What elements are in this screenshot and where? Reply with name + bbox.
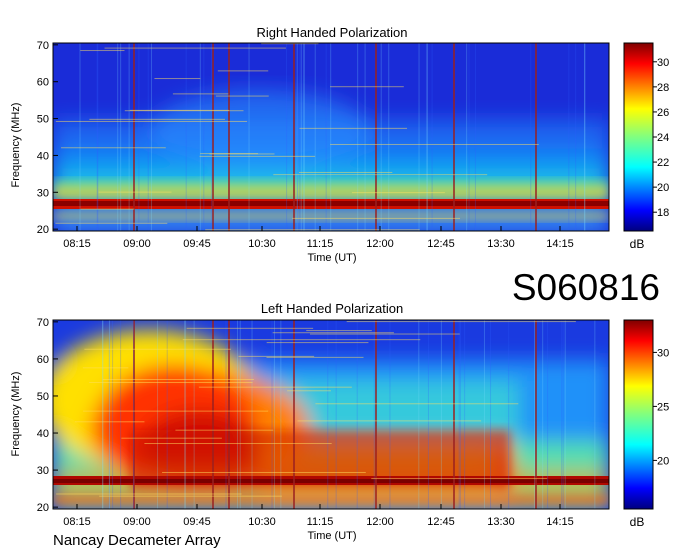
x-tick-label: 09:45: [183, 516, 211, 528]
colorbar-tick-label: 24: [657, 132, 669, 144]
right-pol-spectrogram: [53, 43, 609, 231]
x-tick-label: 13:30: [487, 238, 515, 250]
left-pol-xlabel: Time (UT): [307, 530, 356, 542]
colorbar-tick-label: 20: [657, 455, 669, 467]
colorbar-tick-label: 30: [657, 347, 669, 359]
x-tick-label: 11:15: [307, 238, 334, 250]
right-pol-ylabel: Frequency (MHz): [10, 103, 22, 188]
right-pol-xlabel: Time (UT): [307, 252, 356, 264]
instrument-label: Nancay Decameter Array: [53, 532, 221, 549]
right-pol-panel: Right Handed Polarization 20 30 40 50 60 70: [10, 25, 669, 264]
x-tick-label: 08:15: [63, 238, 91, 250]
colorbar-tick-label: 26: [657, 107, 669, 119]
y-tick-label: 40: [37, 428, 49, 440]
left-pol-ylabel: Frequency (MHz): [10, 372, 22, 457]
x-tick-label: 09:45: [183, 238, 211, 250]
x-tick-label: 12:00: [366, 516, 394, 528]
x-tick-label: 12:45: [427, 516, 455, 528]
x-tick-label: 14:15: [546, 516, 574, 528]
x-tick-label: 14:15: [546, 238, 574, 250]
x-tick-label: 10:30: [248, 238, 276, 250]
right-pol-title: Right Handed Polarization: [256, 25, 407, 40]
colorbar-tick-label: 28: [657, 82, 669, 94]
colorbar-tick-label: 22: [657, 157, 669, 169]
y-tick-label: 70: [37, 40, 49, 52]
colorbar-tick-label: 30: [657, 57, 669, 69]
y-tick-label: 20: [37, 502, 49, 514]
y-tick-label: 30: [37, 187, 49, 199]
y-tick-label: 60: [37, 77, 49, 89]
left-pol-colorbar: 20 25 30 dB: [623, 319, 669, 529]
x-tick-label: 10:30: [248, 516, 276, 528]
left-pol-title: Left Handed Polarization: [261, 301, 403, 316]
y-tick-label: 50: [37, 391, 49, 403]
left-pol-panel: Left Handed Polarization: [10, 301, 669, 542]
right-pol-x-axis: 08:15 09:00 09:45 10:30 11:15 12:00 12:45 13:30…: [63, 226, 574, 264]
x-tick-label: 08:15: [63, 516, 91, 528]
x-tick-label: 12:00: [366, 238, 394, 250]
right-pol-rfi-lines: [55, 43, 586, 231]
observation-id: S060816: [512, 267, 660, 308]
left-pol-colorbar-label: dB: [630, 515, 645, 529]
x-tick-label: 11:15: [307, 516, 334, 528]
y-tick-label: 60: [37, 354, 49, 366]
right-pol-colorbar: 18 20 22 24 26 28 30 dB: [623, 42, 669, 251]
left-pol-rfi-lines: [56, 320, 596, 509]
y-tick-label: 20: [37, 224, 49, 236]
x-tick-label: 12:45: [427, 238, 455, 250]
x-tick-label: 09:00: [123, 516, 151, 528]
colorbar-tick-label: 20: [657, 182, 669, 194]
y-tick-label: 70: [37, 317, 49, 329]
left-pol-x-axis: 08:15 09:00 09:45 10:30 11:15 12:00 12:45 13:30…: [63, 504, 574, 542]
y-tick-label: 40: [37, 150, 49, 162]
right-pol-colorbar-label: dB: [630, 237, 645, 251]
colorbar-tick-label: 25: [657, 401, 669, 413]
left-pol-y-axis: 20 30 40 50 60 70 Frequency (MHz): [10, 317, 58, 514]
colorbar-tick-label: 18: [657, 207, 669, 219]
x-tick-label: 13:30: [487, 516, 515, 528]
y-tick-label: 30: [37, 465, 49, 477]
y-tick-label: 50: [37, 114, 49, 126]
left-pol-spectrogram: [53, 320, 609, 509]
right-pol-y-axis: 20 30 40 50 60 70 Frequency (MHz): [10, 40, 58, 236]
x-tick-label: 09:00: [123, 238, 151, 250]
